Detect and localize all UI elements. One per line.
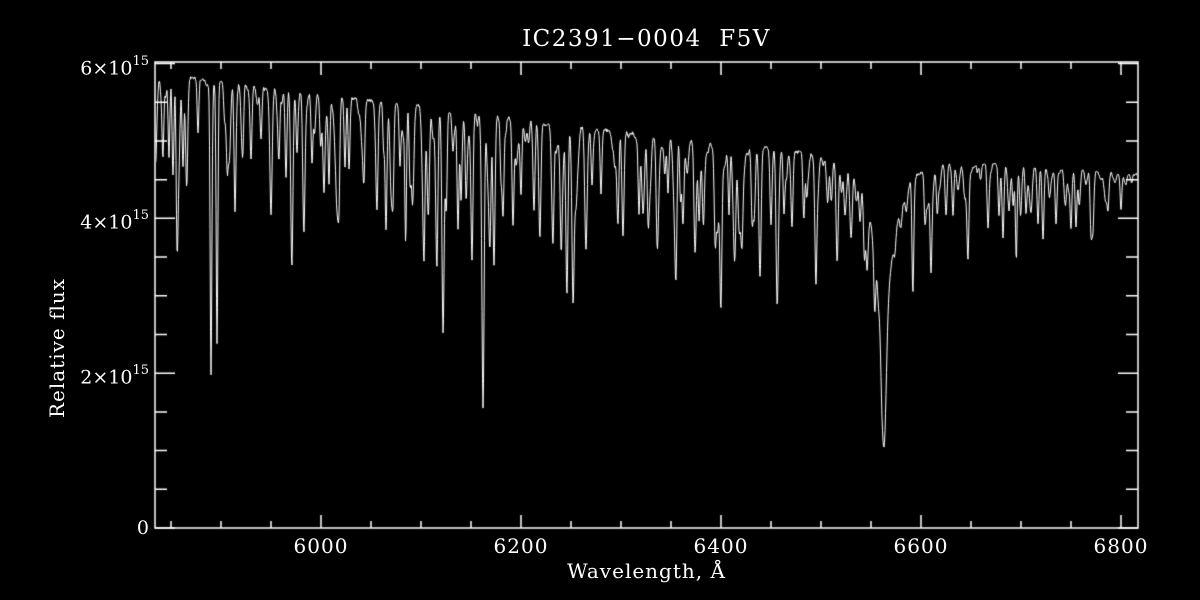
plot-title: IC2391−0004 F5V bbox=[522, 26, 771, 52]
x-tick-label: 6200 bbox=[493, 534, 549, 558]
y-tick-label: 4×1015 bbox=[20, 205, 149, 234]
y-tick-label: 2×1015 bbox=[20, 360, 149, 389]
x-axis-label: Wavelength, Å bbox=[567, 559, 726, 583]
x-tick-label: 6000 bbox=[293, 534, 349, 558]
y-tick-label: 0 bbox=[20, 515, 149, 541]
x-tick-label: 6400 bbox=[693, 534, 749, 558]
y-tick-label-exponent: 15 bbox=[132, 208, 149, 224]
y-tick-label-exponent: 15 bbox=[132, 363, 149, 379]
y-tick-label-base: 4×10 bbox=[80, 211, 133, 234]
y-tick-label: 6×1015 bbox=[20, 51, 149, 79]
y-axis-label: Relative flux bbox=[45, 277, 69, 419]
y-tick-label-base: 2×10 bbox=[80, 366, 133, 389]
x-tick-label: 6800 bbox=[1093, 534, 1149, 558]
y-tick-label-base: 6×10 bbox=[80, 56, 133, 79]
y-tick-label-exponent: 15 bbox=[132, 53, 149, 69]
x-tick-label: 6600 bbox=[893, 534, 949, 558]
y-tick-label-base: 0 bbox=[136, 517, 149, 539]
